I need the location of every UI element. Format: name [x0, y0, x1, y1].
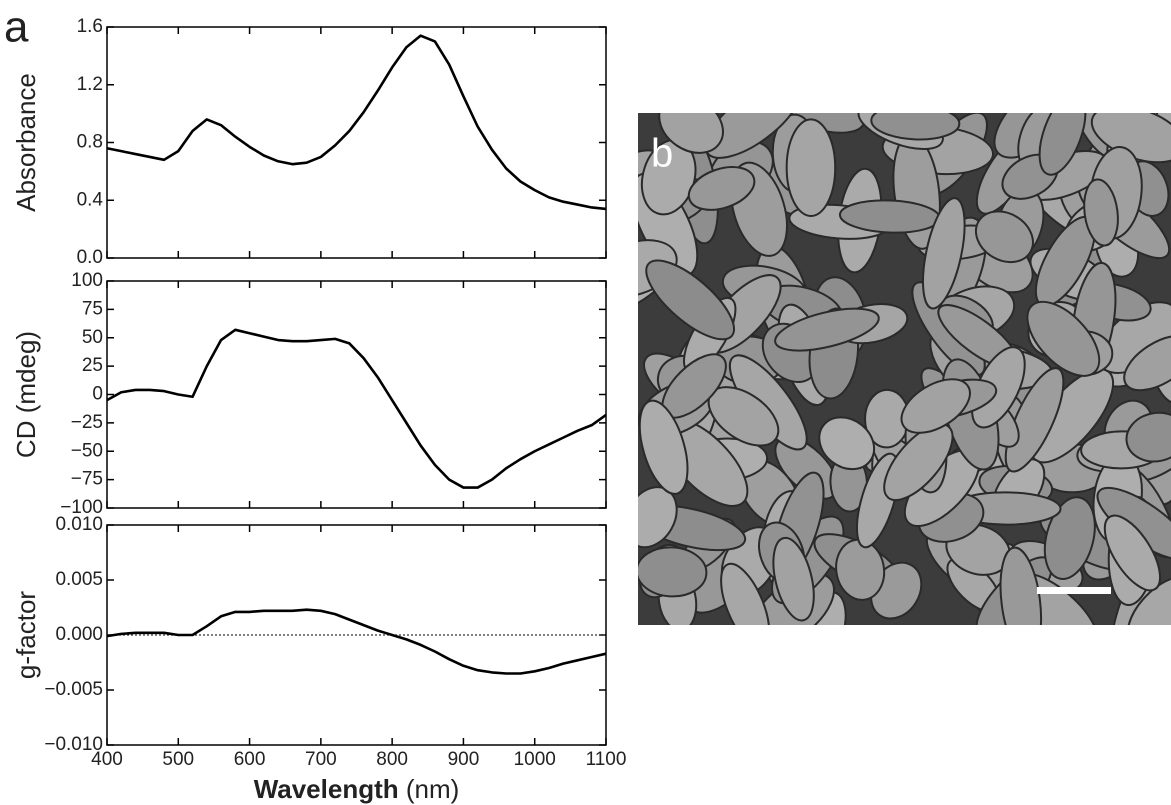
y-tick-label: −75	[71, 469, 103, 490]
y-axis-label: g-factor	[11, 591, 41, 679]
panel-label: b	[651, 132, 673, 176]
y-tick-label: 0.8	[77, 132, 103, 153]
particle	[1026, 300, 1101, 377]
y-tick-label: 0.0	[77, 247, 103, 268]
y-tick-label: −0.010	[44, 734, 103, 755]
y-tick-label: −50	[71, 440, 103, 461]
y-tick-label: 75	[82, 298, 103, 319]
x-axis-label-name: Wavelength	[254, 774, 399, 804]
particle	[974, 210, 1034, 264]
y-tick-label: 1.6	[77, 16, 103, 37]
x-axis-label: Wavelength (nm)	[254, 774, 460, 804]
x-axis-label-unit: (nm)	[406, 774, 459, 804]
y-axis-label: Absorbance	[11, 73, 41, 212]
particle	[1004, 367, 1065, 473]
x-tick-label: 1000	[514, 749, 556, 770]
y-tick-label: 1.2	[77, 74, 103, 95]
particle	[658, 113, 724, 154]
data-line	[106, 608, 607, 675]
particle	[900, 378, 971, 434]
particle	[818, 416, 876, 471]
x-tick-label: 600	[234, 749, 266, 770]
particle	[772, 536, 815, 622]
plot-frame	[106, 524, 607, 746]
particle	[645, 259, 736, 341]
y-tick-label: −25	[71, 412, 103, 433]
scale-bar	[1037, 587, 1111, 594]
particle	[720, 562, 771, 625]
particle	[785, 118, 837, 218]
particle	[1038, 113, 1087, 176]
particle	[774, 307, 880, 352]
y-tick-label: 0	[92, 384, 103, 405]
y-tick-label: −0.005	[44, 679, 103, 700]
x-tick-label: 900	[448, 749, 480, 770]
particle	[883, 423, 954, 502]
sem-image	[638, 113, 1171, 625]
y-tick-label: 0.010	[55, 514, 103, 535]
x-tick-label: 1100	[586, 749, 627, 770]
y-tick-label: 100	[71, 270, 103, 291]
particle	[1083, 178, 1119, 247]
y-axis-label: CD (mdeg)	[11, 331, 41, 458]
plot-frame	[106, 280, 607, 509]
particle	[971, 346, 1026, 429]
particle	[1125, 411, 1171, 463]
y-tick-label: 25	[82, 355, 103, 376]
particle	[922, 197, 966, 310]
particle	[687, 166, 756, 211]
particle	[1043, 496, 1096, 580]
data-line	[106, 34, 607, 211]
x-tick-label: 400	[91, 749, 123, 770]
particle	[704, 113, 802, 159]
y-tick-label: 0.000	[55, 624, 103, 645]
y-tick-label: 50	[82, 327, 103, 348]
plot-frame	[106, 26, 607, 259]
particle	[835, 538, 886, 601]
x-tick-label: 700	[305, 749, 337, 770]
y-tick-label: 0.4	[77, 189, 104, 210]
particle	[999, 546, 1043, 625]
data-line	[106, 328, 607, 489]
particle	[870, 113, 961, 141]
x-tick-label: 500	[162, 749, 194, 770]
y-tick-label: 0.005	[55, 569, 103, 590]
particle	[638, 546, 708, 598]
x-tick-label: 800	[376, 749, 408, 770]
y-tick-label: −100	[60, 497, 103, 518]
particle	[1103, 514, 1162, 592]
particle	[1123, 334, 1171, 392]
particle	[638, 399, 689, 495]
panel-label: a	[4, 3, 29, 52]
particle	[1126, 575, 1171, 625]
